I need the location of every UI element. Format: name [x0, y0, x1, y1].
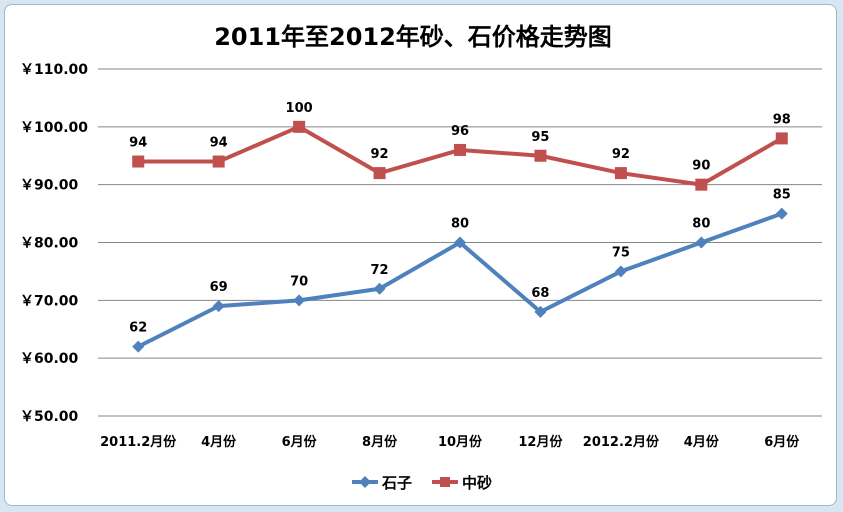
- y-tick-label: ￥80.00: [20, 236, 79, 252]
- x-tick-label: 12月份: [518, 434, 563, 450]
- data-label: 68: [531, 286, 549, 301]
- data-label: 96: [451, 124, 469, 139]
- data-point: [454, 143, 466, 156]
- data-label: 80: [692, 217, 710, 232]
- data-point: [293, 120, 306, 133]
- data-label: 72: [371, 263, 389, 278]
- data-labels: 62 69 70 72 80 68 75 80 85 94 94 100 92 96 95 92 90 98: [129, 101, 791, 336]
- data-point: [212, 155, 225, 168]
- data-label: 62: [129, 321, 147, 336]
- data-point: [775, 132, 788, 145]
- data-point: [614, 167, 627, 180]
- x-tick-label: 8月份: [362, 434, 398, 450]
- data-label: 92: [371, 147, 389, 162]
- x-tick-label: 2011.2月份: [100, 434, 177, 450]
- y-tick-label: ￥70.00: [20, 293, 79, 309]
- data-label: 94: [129, 136, 147, 151]
- data-label: 90: [692, 159, 710, 174]
- y-tick-label: ￥90.00: [20, 178, 79, 194]
- y-tick-label: ￥110.00: [20, 62, 88, 78]
- data-label: 80: [451, 217, 469, 232]
- data-point: [293, 294, 306, 307]
- data-point: [212, 300, 225, 313]
- legend-label: 中砂: [462, 474, 492, 492]
- data-point: [695, 178, 708, 191]
- x-tick-label: 6月份: [764, 434, 800, 450]
- legend-marker: [359, 476, 371, 488]
- x-axis-ticks: 2011.2月份 4月份 6月份 8月份 10月份 12月份 2012.2月份 4月份 6月份: [100, 434, 800, 450]
- chart-area: [4, 4, 837, 506]
- data-point: [373, 167, 386, 180]
- series-line: [137, 211, 783, 349]
- series-1: [132, 120, 788, 191]
- data-label: 100: [286, 101, 313, 116]
- data-label: 95: [531, 130, 549, 145]
- y-tick-label: ￥60.00: [20, 351, 79, 367]
- data-label: 75: [612, 245, 630, 260]
- legend-entry: 石子: [352, 474, 412, 492]
- data-point: [373, 282, 386, 295]
- data-point: [695, 236, 708, 249]
- x-tick-label: 10月份: [438, 434, 483, 450]
- legend-label: 石子: [381, 474, 412, 492]
- legend: 石子 中砂: [352, 474, 492, 492]
- data-point: [775, 207, 788, 220]
- data-label: 92: [612, 147, 630, 162]
- x-tick-label: 6月份: [282, 434, 318, 450]
- data-label: 85: [773, 188, 791, 203]
- data-point: [614, 265, 627, 278]
- x-tick-label: 2012.2月份: [583, 434, 660, 450]
- legend-marker: [440, 477, 450, 487]
- series-0: [132, 207, 788, 353]
- data-point: [132, 340, 145, 353]
- y-tick-label: ￥50.00: [20, 409, 79, 425]
- chart-title: 2011年至2012年砂、石价格走势图: [214, 23, 612, 51]
- series-layer: [132, 120, 788, 353]
- data-point: [534, 149, 547, 162]
- x-tick-label: 4月份: [201, 434, 237, 450]
- x-tick-label: 4月份: [684, 434, 720, 450]
- data-point: [534, 305, 547, 318]
- data-point: [454, 236, 466, 249]
- data-label: 94: [210, 136, 228, 151]
- data-label: 98: [773, 112, 791, 127]
- y-tick-label: ￥100.00: [20, 120, 88, 136]
- data-label: 70: [290, 274, 308, 289]
- y-axis-ticks: ￥110.00 ￥100.00 ￥90.00 ￥80.00 ￥70.00 ￥60.00 ￥5…: [20, 62, 88, 425]
- legend-entry: 中砂: [432, 474, 492, 492]
- data-point: [132, 155, 145, 168]
- data-label: 69: [210, 280, 228, 295]
